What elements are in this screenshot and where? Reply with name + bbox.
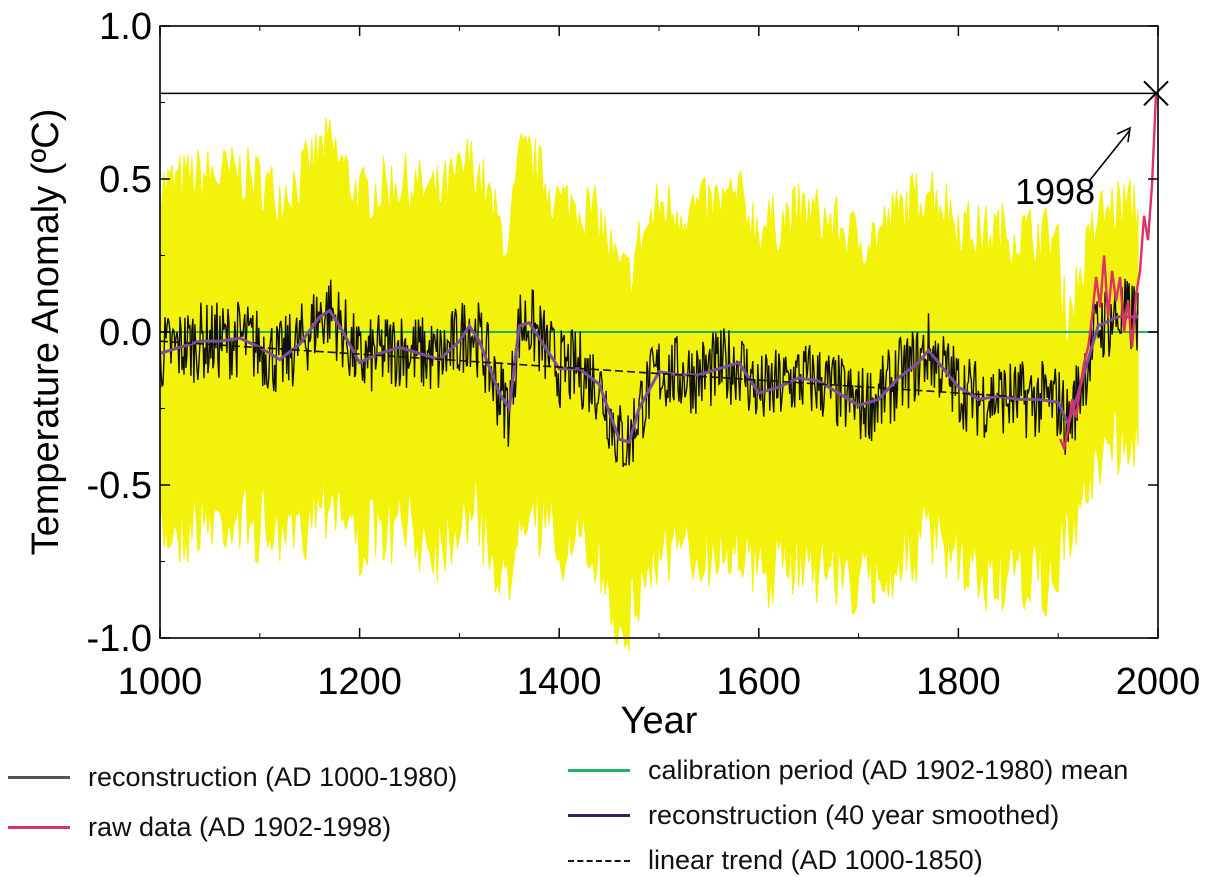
reconstruction-line [159, 278, 1139, 468]
y-tick-label: 0.5 [99, 159, 152, 201]
annotation-text-1998: 1998 [1015, 171, 1095, 212]
raw-data-line [1059, 93, 1158, 453]
annotation-arrowhead [1116, 126, 1131, 143]
x-tick-label: 1600 [717, 661, 802, 703]
x-axis-title: Year [621, 700, 698, 742]
y-tick-label: -0.5 [87, 465, 152, 507]
x-tick-label: 1800 [916, 661, 1001, 703]
x-tick-label: 1400 [517, 661, 602, 703]
x-tick-label: 1000 [118, 661, 203, 703]
annotation-arrow [1089, 129, 1131, 181]
trend-line [159, 340, 1009, 398]
y-axis-title: Temperature Anomaly (ºC) [25, 109, 67, 556]
x-tick-label: 2000 [1116, 661, 1201, 703]
x-tick-label: 1200 [317, 661, 402, 703]
marker-1998-b [1143, 80, 1169, 107]
y-tick-label: -1.0 [87, 618, 152, 660]
y-tick-label: 0.0 [99, 312, 152, 354]
y-tick-label: 1.0 [99, 6, 152, 48]
smoothed-line [159, 308, 1139, 445]
